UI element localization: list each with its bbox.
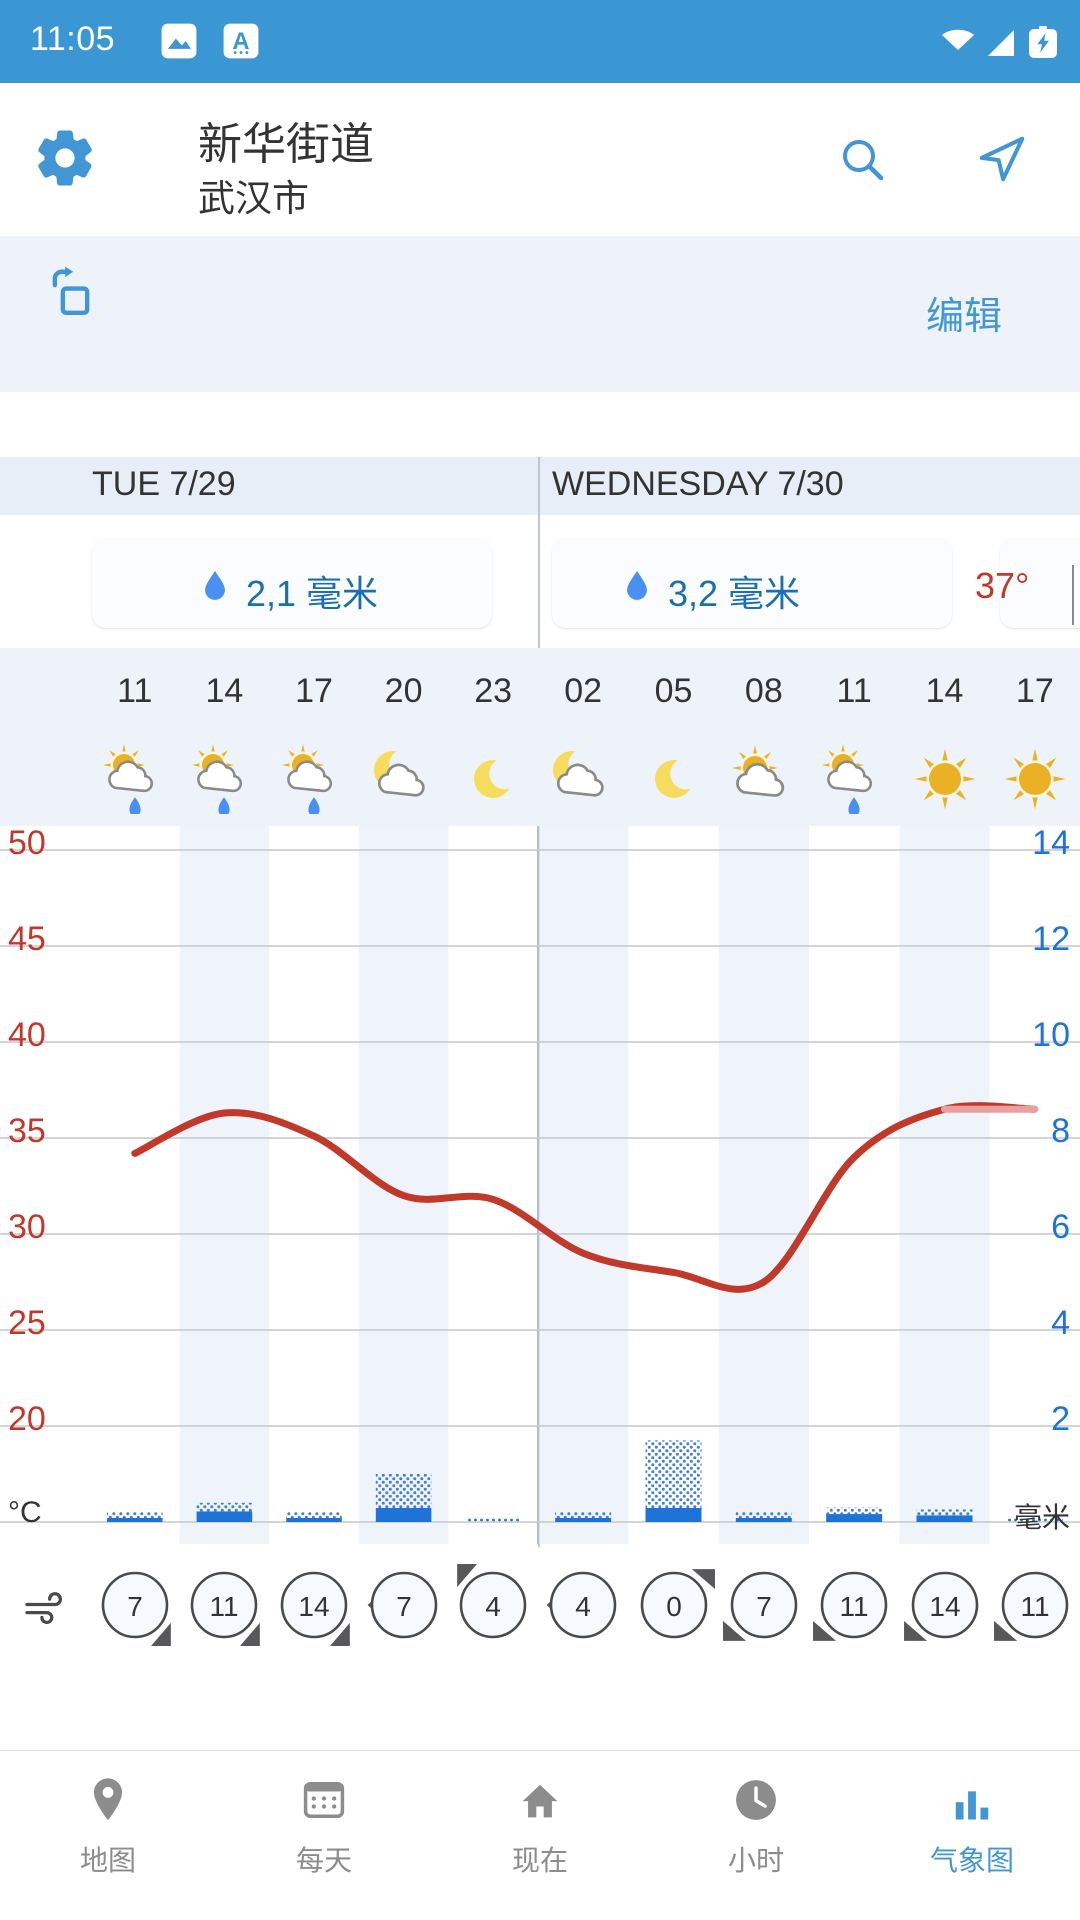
svg-text:A: A: [232, 28, 249, 55]
svg-text:7: 7: [127, 1591, 143, 1622]
svg-text:11: 11: [1020, 1591, 1049, 1622]
svg-text:4: 4: [485, 1591, 501, 1622]
svg-text:7: 7: [396, 1591, 412, 1622]
svg-text:14: 14: [298, 1591, 329, 1622]
svg-text:11: 11: [840, 1591, 869, 1622]
svg-text:11: 11: [210, 1591, 239, 1622]
svg-text:4: 4: [575, 1591, 591, 1622]
svg-text:7: 7: [756, 1591, 772, 1622]
svg-text:14: 14: [929, 1591, 960, 1622]
svg-text:0: 0: [666, 1591, 682, 1622]
